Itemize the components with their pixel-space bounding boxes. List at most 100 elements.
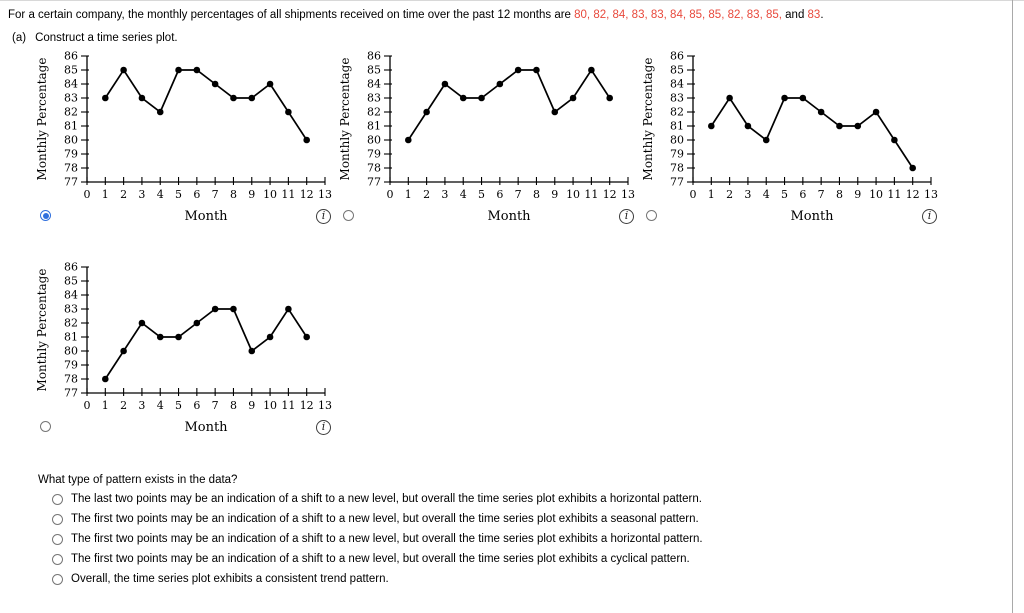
svg-text:78: 78 [670, 162, 684, 175]
info-icon[interactable]: i [922, 209, 937, 224]
svg-text:78: 78 [64, 162, 78, 175]
pattern-option-label: The first two points may be an indicatio… [71, 513, 699, 525]
svg-text:80: 80 [64, 345, 78, 358]
pattern-option-radio[interactable] [52, 513, 63, 525]
pattern-option-radio[interactable] [52, 533, 63, 545]
svg-text:10: 10 [263, 188, 277, 201]
svg-text:2: 2 [120, 399, 127, 412]
svg-text:79: 79 [64, 148, 78, 161]
svg-text:82: 82 [64, 106, 78, 119]
svg-text:77: 77 [64, 387, 78, 400]
svg-text:6: 6 [193, 188, 200, 201]
svg-text:8: 8 [230, 188, 237, 201]
svg-text:11: 11 [887, 188, 901, 201]
svg-text:82: 82 [64, 317, 78, 330]
svg-text:2: 2 [423, 188, 430, 201]
svg-text:7: 7 [212, 188, 219, 201]
svg-text:83: 83 [367, 92, 381, 105]
svg-text:13: 13 [318, 399, 332, 412]
svg-text:4: 4 [763, 188, 770, 201]
chart-option-radio[interactable] [343, 210, 354, 221]
svg-text:81: 81 [64, 331, 78, 344]
svg-text:84: 84 [670, 78, 684, 91]
svg-text:4: 4 [157, 188, 164, 201]
info-icon[interactable]: i [316, 209, 331, 224]
svg-text:9: 9 [854, 188, 861, 201]
svg-text:3: 3 [441, 188, 448, 201]
svg-text:77: 77 [367, 176, 381, 189]
pattern-option-4[interactable]: The first two points may be an indicatio… [52, 552, 1012, 566]
svg-text:79: 79 [367, 148, 381, 161]
pattern-option-radio[interactable] [52, 573, 63, 585]
chart-option-radio[interactable] [646, 210, 657, 221]
svg-text:79: 79 [670, 148, 684, 161]
pattern-option-3[interactable]: The first two points may be an indicatio… [52, 532, 1012, 546]
svg-text:85: 85 [64, 64, 78, 77]
svg-text:11: 11 [281, 188, 295, 201]
pattern-option-radio[interactable] [52, 553, 63, 565]
problem-statement-prefix: For a certain company, the monthly perce… [8, 9, 575, 21]
svg-text:10: 10 [263, 399, 277, 412]
chart-footer: Month i [35, 417, 338, 439]
svg-text:1: 1 [102, 399, 109, 412]
svg-text:86: 86 [670, 50, 684, 63]
svg-text:5: 5 [175, 188, 182, 201]
svg-text:0: 0 [690, 188, 697, 201]
svg-text:79: 79 [64, 359, 78, 372]
chart-option-1: 77 78 79 80 81 82 83 84 85 86 0 1 2 3 4 5 6 7 8 9 10 11 12 13 Mo… [35, 48, 338, 228]
problem-statement-suffix: . [820, 9, 824, 21]
svg-text:83: 83 [64, 303, 78, 316]
pattern-option-2[interactable]: The first two points may be an indicatio… [52, 512, 1012, 526]
svg-text:77: 77 [670, 176, 684, 189]
svg-text:78: 78 [64, 373, 78, 386]
svg-text:80: 80 [64, 134, 78, 147]
svg-text:84: 84 [64, 289, 78, 302]
svg-text:3: 3 [138, 399, 145, 412]
info-icon[interactable]: i [619, 209, 634, 224]
pattern-question-prompt: What type of pattern exists in the data? [38, 474, 238, 486]
svg-text:81: 81 [367, 120, 381, 133]
svg-text:12: 12 [906, 188, 920, 201]
pattern-option-label: The last two points may be an indication… [71, 493, 702, 505]
svg-text:77: 77 [64, 176, 78, 189]
svg-text:12: 12 [603, 188, 617, 201]
svg-text:81: 81 [64, 120, 78, 133]
svg-text:12: 12 [300, 399, 314, 412]
svg-text:Monthly Percentage: Monthly Percentage [35, 269, 49, 392]
svg-text:8: 8 [836, 188, 843, 201]
svg-text:12: 12 [300, 188, 314, 201]
data-last-value-highlighted: 83 [807, 9, 821, 21]
pattern-options-list: The last two points may be an indication… [8, 492, 1012, 586]
svg-text:6: 6 [193, 399, 200, 412]
svg-text:0: 0 [84, 399, 91, 412]
svg-text:85: 85 [670, 64, 684, 77]
svg-text:0: 0 [387, 188, 394, 201]
pattern-option-5[interactable]: Overall, the time series plot exhibits a… [52, 572, 1012, 586]
svg-text:5: 5 [478, 188, 485, 201]
svg-text:84: 84 [367, 78, 381, 91]
svg-text:85: 85 [64, 275, 78, 288]
svg-text:8: 8 [533, 188, 540, 201]
svg-text:7: 7 [515, 188, 522, 201]
pattern-option-radio[interactable] [52, 493, 63, 505]
pattern-option-1[interactable]: The last two points may be an indication… [52, 492, 1012, 506]
svg-text:2: 2 [120, 188, 127, 201]
chart-option-radio[interactable] [40, 210, 51, 221]
svg-text:11: 11 [281, 399, 295, 412]
svg-text:1: 1 [708, 188, 715, 201]
svg-text:Monthly Percentage: Monthly Percentage [338, 58, 352, 181]
info-icon[interactable]: i [316, 420, 331, 435]
pattern-option-label: Overall, the time series plot exhibits a… [71, 573, 389, 585]
svg-text:13: 13 [318, 188, 332, 201]
part-a-label: (a) Construct a time series plot. [12, 32, 1012, 44]
svg-text:6: 6 [799, 188, 806, 201]
x-axis-title: Month [790, 209, 834, 224]
problem-statement: For a certain company, the monthly perce… [8, 8, 1012, 22]
svg-text:3: 3 [744, 188, 751, 201]
svg-text:4: 4 [157, 399, 164, 412]
svg-text:86: 86 [64, 50, 78, 63]
chart-option-radio[interactable] [40, 421, 51, 432]
